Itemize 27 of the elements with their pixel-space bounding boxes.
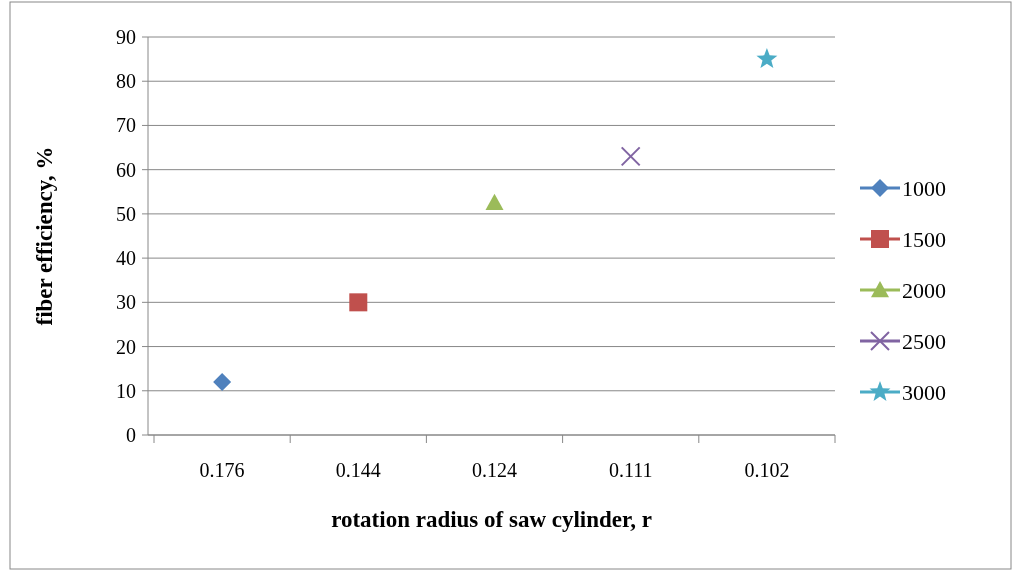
y-tick-label: 90 [116, 26, 136, 48]
legend-label: 1000 [902, 175, 946, 201]
legend-label: 2500 [902, 328, 946, 354]
y-tick-label: 10 [116, 379, 136, 402]
point [620, 146, 641, 167]
point [213, 372, 232, 391]
legend-label: 2000 [902, 277, 946, 303]
legend-label: 1500 [902, 226, 946, 252]
y-tick-label: 50 [116, 202, 136, 225]
x-tick-label: 0.144 [335, 459, 381, 481]
y-tick-label: 0 [126, 424, 136, 446]
y-tick-label: 80 [116, 70, 136, 93]
x-tick-label: 0.111 [608, 459, 653, 481]
y-tick-label: 60 [116, 158, 136, 181]
y-tick-label: 20 [116, 335, 136, 358]
y-tick-label: 30 [116, 291, 136, 314]
point [349, 293, 368, 312]
x-axis-title: rotation radius of saw cylinder, r [331, 507, 652, 532]
point [756, 48, 778, 69]
y-tick-label: 40 [116, 247, 136, 270]
point [485, 193, 504, 211]
x-tick-label: 0.176 [199, 459, 245, 481]
y-tick-label: 70 [116, 114, 136, 137]
y-axis-title: fiber efficiency, % [32, 146, 57, 326]
x-tick-label: 0.102 [744, 459, 790, 481]
legend-label: 3000 [902, 379, 946, 405]
x-tick-label: 0.124 [472, 459, 517, 481]
